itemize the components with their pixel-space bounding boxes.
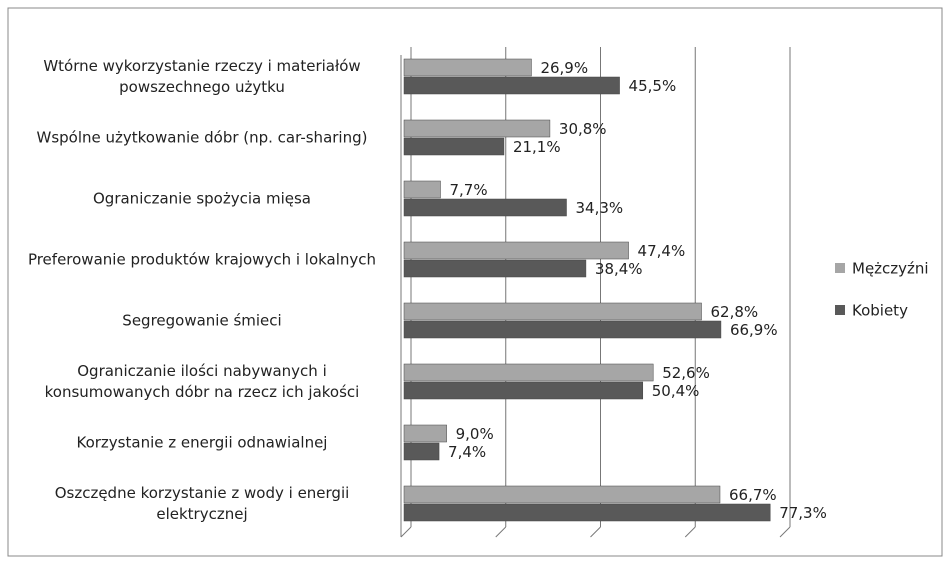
- bar: [403, 320, 722, 339]
- y-tick-label: Wtórne wykorzystanie rzeczy i materiałów…: [43, 57, 361, 96]
- bar: [403, 119, 551, 138]
- value-label: 50,4%: [652, 382, 700, 400]
- bar: [403, 503, 771, 522]
- tick-foot: [684, 526, 696, 538]
- bar: [403, 259, 587, 278]
- bar: [403, 363, 654, 382]
- y-tick-label: Korzystanie z energii odnawialnej: [76, 433, 328, 452]
- value-label: 9,0%: [456, 425, 494, 443]
- tick-foot: [590, 526, 601, 538]
- tick-foot: [400, 526, 412, 538]
- value-label: 7,4%: [448, 443, 486, 461]
- value-label: 26,9%: [540, 59, 588, 77]
- legend-swatch: [835, 305, 845, 315]
- value-label: 47,4%: [638, 242, 686, 260]
- tick-foot: [495, 526, 507, 538]
- bar: [403, 302, 702, 321]
- bar: [403, 381, 644, 400]
- y-tick-label: Segregowanie śmieci: [122, 311, 282, 330]
- y-tick-label: Oszczędne korzystanie z wody i energii e…: [54, 484, 350, 523]
- value-label: 66,7%: [729, 486, 777, 504]
- value-label: 77,3%: [779, 504, 827, 522]
- chart-border: [7, 7, 943, 557]
- bar: [403, 58, 532, 77]
- y-tick-label: Ograniczanie spożycia mięsa: [93, 189, 311, 208]
- value-label: 30,8%: [559, 120, 607, 138]
- value-label: 34,3%: [575, 199, 623, 217]
- value-label: 7,7%: [449, 181, 487, 199]
- value-label: 52,6%: [662, 364, 710, 382]
- bar: [403, 180, 441, 199]
- bar: [403, 424, 447, 443]
- bar: [403, 76, 620, 95]
- bar: [403, 241, 629, 260]
- value-label: 38,4%: [595, 260, 643, 278]
- bar: [403, 198, 567, 217]
- value-label: 66,9%: [730, 321, 778, 339]
- y-tick-label: Wspólne użytkowanie dóbr (np. car-sharin…: [36, 128, 368, 147]
- bar: [403, 137, 505, 156]
- legend-swatch: [835, 263, 845, 273]
- bar: [403, 485, 721, 504]
- value-label: 45,5%: [629, 77, 677, 95]
- bar: [403, 442, 440, 461]
- legend-label: Mężczyźni: [852, 260, 929, 278]
- legend-label: Kobiety: [852, 302, 908, 320]
- value-label: 21,1%: [513, 138, 561, 156]
- y-tick-label: Preferowanie produktów krajowych i lokal…: [27, 250, 377, 269]
- y-tick-label: Ograniczanie ilości nabywanych i konsumo…: [44, 362, 360, 401]
- tick-foot: [779, 526, 791, 538]
- value-label: 62,8%: [711, 303, 759, 321]
